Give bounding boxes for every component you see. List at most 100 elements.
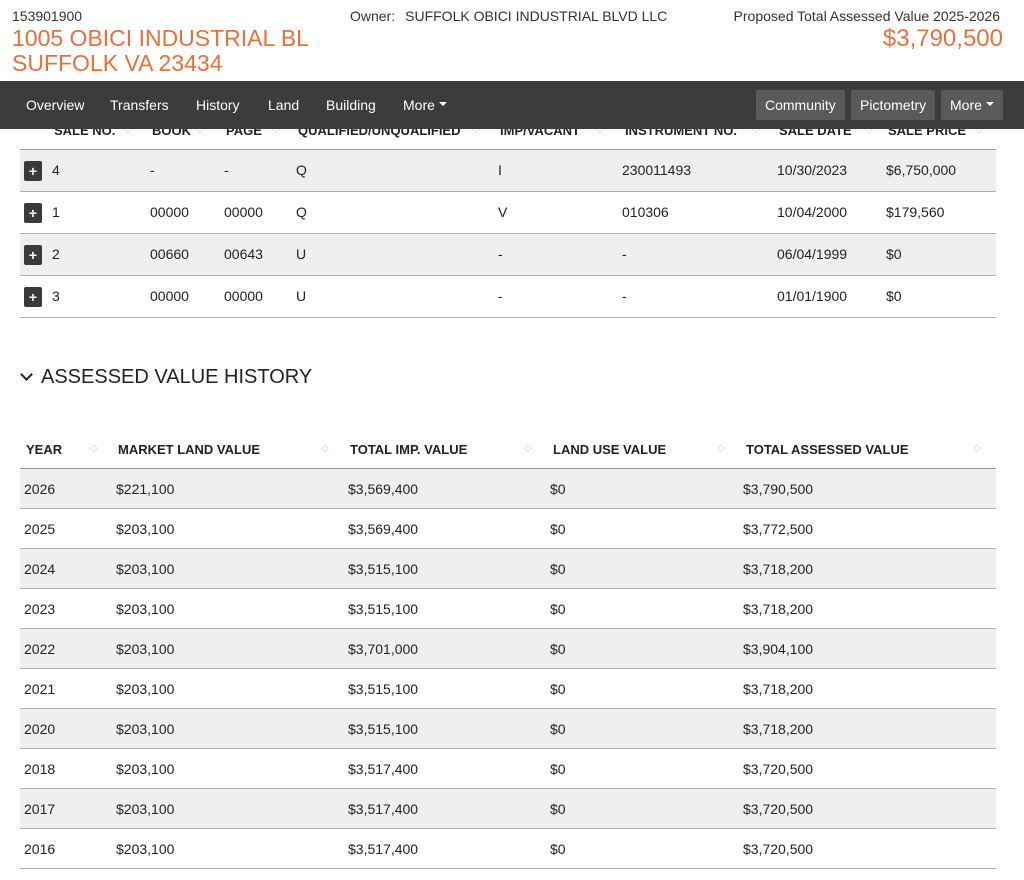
page: 00000 — [224, 288, 263, 304]
more-dropdown-button[interactable]: More — [941, 90, 1003, 120]
owner-name: SUFFOLK OBICI INDUSTRIAL BLVD LLC — [405, 8, 668, 24]
nav-history[interactable]: History — [196, 97, 240, 113]
property-header: 153901900 1005 OBICI INDUSTRIAL BL SUFFO… — [0, 0, 1024, 81]
total-imp-value: $3,515,100 — [348, 601, 419, 617]
nav-land[interactable]: Land — [268, 97, 300, 113]
sale-date: 06/04/1999 — [777, 246, 848, 262]
expand-row-button[interactable]: + — [24, 203, 42, 223]
land-use-value: $0 — [550, 561, 566, 577]
sort-icon[interactable]: ◇ — [596, 124, 604, 135]
assessed-row: 2018 $203,100 $3,517,400 $0 $3,720,500 — [20, 749, 996, 789]
expand-row-button[interactable]: + — [24, 245, 42, 265]
assessed-history-toggle[interactable]: ASSESSED VALUE HISTORY — [20, 366, 313, 389]
sort-icon[interactable]: ◇ — [717, 443, 725, 454]
nav-transfers[interactable]: Transfers — [110, 97, 169, 113]
sale-no: 4 — [52, 162, 60, 178]
sort-icon[interactable]: ◇ — [973, 443, 981, 454]
expand-row-button[interactable]: + — [24, 287, 42, 307]
sort-icon[interactable]: ◇ — [272, 124, 280, 135]
more-button-label: More — [950, 97, 982, 113]
land-use-value: $0 — [550, 481, 566, 497]
nav-overview[interactable]: Overview — [26, 97, 85, 113]
assessed-row: 2026 $221,100 $3,569,400 $0 $3,790,500 — [20, 469, 996, 509]
total-assessed-value: $3,718,200 — [743, 561, 814, 577]
section-title: ASSESSED VALUE HISTORY — [41, 366, 313, 388]
land-use-value: $0 — [550, 801, 566, 817]
nav-more-dropdown[interactable]: More — [403, 81, 447, 129]
book: - — [150, 162, 155, 178]
year: 2018 — [24, 761, 56, 777]
sort-icon[interactable]: ◇ — [196, 124, 204, 135]
assessed-row: 2017 $203,100 $3,517,400 $0 $3,720,500 — [20, 789, 996, 829]
book: 00660 — [150, 246, 189, 262]
imp-vacant: V — [498, 204, 508, 220]
qualified: U — [296, 246, 307, 262]
col-market-land-value[interactable]: MARKET LAND VALUE — [118, 442, 261, 457]
sort-icon[interactable]: ◇ — [524, 443, 532, 454]
sale-no: 3 — [52, 288, 60, 304]
page: 00643 — [224, 246, 263, 262]
land-use-value: $0 — [550, 601, 566, 617]
land-use-value: $0 — [550, 521, 566, 537]
year: 2020 — [24, 721, 56, 737]
total-imp-value: $3,517,400 — [348, 761, 419, 777]
year: 2026 — [24, 481, 56, 497]
col-total-imp-value[interactable]: TOTAL IMP. VALUE — [350, 442, 468, 457]
sort-icon[interactable]: ◇ — [975, 124, 983, 135]
assessed-row: 2022 $203,100 $3,701,000 $0 $3,904,100 — [20, 629, 996, 669]
land-use-value: $0 — [550, 761, 566, 777]
assessed-row: 2016 $203,100 $3,517,400 $0 $3,720,500 — [20, 829, 996, 869]
instrument-no: - — [622, 288, 627, 304]
sales-row: + 1 00000 00000 Q V 010306 10/04/2000 $1… — [20, 192, 996, 234]
total-assessed-value: $3,720,500 — [743, 801, 814, 817]
pictometry-button[interactable]: Pictometry — [851, 90, 936, 120]
market-land-value: $203,100 — [116, 561, 175, 577]
col-total-assessed-value[interactable]: TOTAL ASSESSED VALUE — [746, 442, 909, 457]
total-imp-value: $3,515,100 — [348, 721, 419, 737]
sort-icon[interactable]: ◇ — [124, 124, 132, 135]
total-imp-value: $3,517,400 — [348, 841, 419, 857]
nav-more-label: More — [403, 97, 435, 113]
market-land-value: $203,100 — [116, 801, 175, 817]
total-assessed-value: $3,718,200 — [743, 721, 814, 737]
sale-date: 01/01/1900 — [777, 288, 848, 304]
community-button[interactable]: Community — [756, 90, 845, 120]
sale-date: 10/30/2023 — [777, 162, 848, 178]
year: 2025 — [24, 521, 56, 537]
property-address: 1005 OBICI INDUSTRIAL BL SUFFOLK VA 2343… — [12, 26, 309, 76]
sale-price: $0 — [886, 246, 902, 262]
total-assessed-value: $3,720,500 — [743, 841, 814, 857]
instrument-no: - — [622, 246, 627, 262]
market-land-value: $203,100 — [116, 601, 175, 617]
sort-icon[interactable]: ◇ — [752, 124, 760, 135]
qualified: U — [296, 288, 307, 304]
total-imp-value: $3,515,100 — [348, 561, 419, 577]
instrument-no: 010306 — [622, 204, 669, 220]
sort-icon[interactable]: ◇ — [321, 443, 329, 454]
sales-row: + 3 00000 00000 U - - 01/01/1900 $0 — [20, 276, 996, 318]
assessed-table-header: YEAR ◇ MARKET LAND VALUE ◇ TOTAL IMP. VA… — [20, 430, 996, 469]
year: 2022 — [24, 641, 56, 657]
total-imp-value: $3,569,400 — [348, 481, 419, 497]
sale-price: $0 — [886, 288, 902, 304]
sort-icon[interactable]: ◇ — [90, 443, 98, 454]
assessed-row: 2025 $203,100 $3,569,400 $0 $3,772,500 — [20, 509, 996, 549]
sale-price: $179,560 — [886, 204, 945, 220]
page: - — [224, 162, 229, 178]
instrument-no: 230011493 — [622, 162, 692, 178]
imp-vacant: - — [498, 246, 503, 262]
total-assessed-value: $3,772,500 — [743, 521, 814, 537]
sort-icon[interactable]: ◇ — [865, 124, 873, 135]
col-land-use-value[interactable]: LAND USE VALUE — [553, 442, 667, 457]
owner-label: Owner: — [350, 8, 396, 24]
expand-row-button[interactable]: + — [24, 161, 42, 181]
total-imp-value: $3,701,000 — [348, 641, 419, 657]
book: 00000 — [150, 288, 189, 304]
total-assessed-value: $3,718,200 — [743, 601, 814, 617]
col-year[interactable]: YEAR — [26, 442, 63, 457]
nav-building[interactable]: Building — [326, 97, 376, 113]
market-land-value: $203,100 — [116, 841, 175, 857]
sort-icon[interactable]: ◇ — [472, 124, 480, 135]
qualified: Q — [296, 162, 307, 178]
sale-no: 2 — [52, 246, 60, 262]
